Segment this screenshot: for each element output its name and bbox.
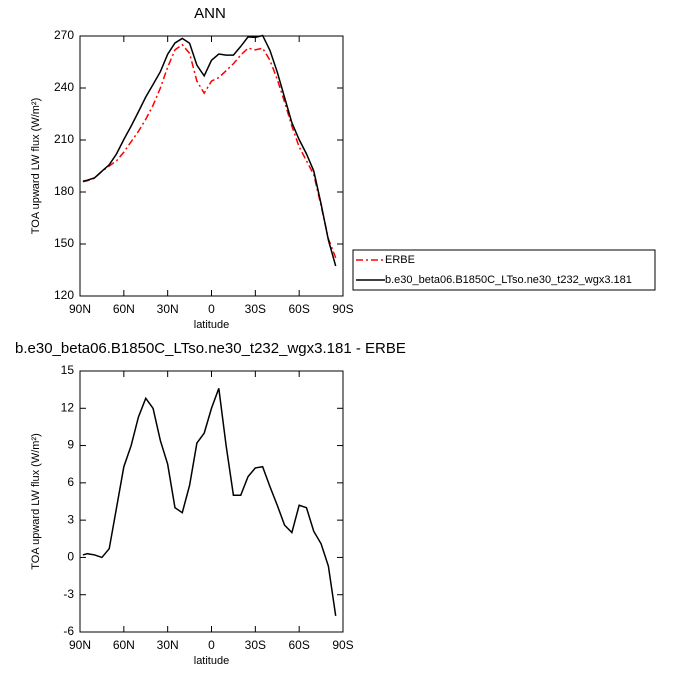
x-tick-label: 30S — [245, 302, 266, 316]
x-tick-label: 90S — [332, 302, 353, 316]
legend-label: b.e30_beta06.B1850C_LTso.ne30_t232_wgx3.… — [385, 274, 632, 286]
y-tick-label: 0 — [67, 550, 74, 564]
x-tick-label: 90S — [332, 638, 353, 652]
x-tick-label: 90N — [69, 302, 91, 316]
x-axis-label: latitude — [194, 319, 229, 331]
x-tick-label: 60N — [113, 302, 135, 316]
legend-box — [352, 249, 656, 291]
x-tick-label: 60N — [113, 638, 135, 652]
y-axis-label: TOA upward LW flux (W/m²) — [30, 98, 42, 235]
x-axis-label: latitude — [194, 655, 229, 667]
data-line — [82, 43, 337, 259]
y-axis-label: TOA upward LW flux (W/m²) — [30, 433, 42, 570]
x-tick-label: 0 — [208, 302, 215, 316]
x-tick-label: 90N — [69, 638, 91, 652]
y-tick-label: 210 — [54, 132, 74, 146]
y-tick-label: 180 — [54, 184, 74, 198]
y-tick-label: 150 — [54, 236, 74, 250]
y-tick-label: 270 — [54, 28, 74, 42]
x-tick-label: 30N — [157, 302, 179, 316]
y-tick-label: -3 — [63, 587, 74, 601]
y-tick-label: -6 — [63, 624, 74, 638]
x-tick-label: 60S — [288, 638, 309, 652]
chart-title: ANN — [194, 5, 226, 22]
x-tick-label: 0 — [208, 638, 215, 652]
y-tick-label: 12 — [61, 400, 75, 414]
y-tick-label: 9 — [67, 438, 74, 452]
legend-label: ERBE — [385, 254, 415, 266]
x-tick-label: 60S — [288, 302, 309, 316]
plot-frame — [79, 35, 344, 297]
data-line — [82, 388, 337, 616]
x-tick-label: 30N — [157, 638, 179, 652]
chart-title: b.e30_beta06.B1850C_LTso.ne30_t232_wgx3.… — [15, 340, 406, 357]
y-tick-label: 240 — [54, 80, 74, 94]
data-line — [82, 34, 337, 267]
y-tick-label: 3 — [67, 512, 74, 526]
y-tick-label: 120 — [54, 288, 74, 302]
x-tick-label: 30S — [245, 638, 266, 652]
y-tick-label: 15 — [61, 363, 75, 377]
y-tick-label: 6 — [67, 475, 74, 489]
